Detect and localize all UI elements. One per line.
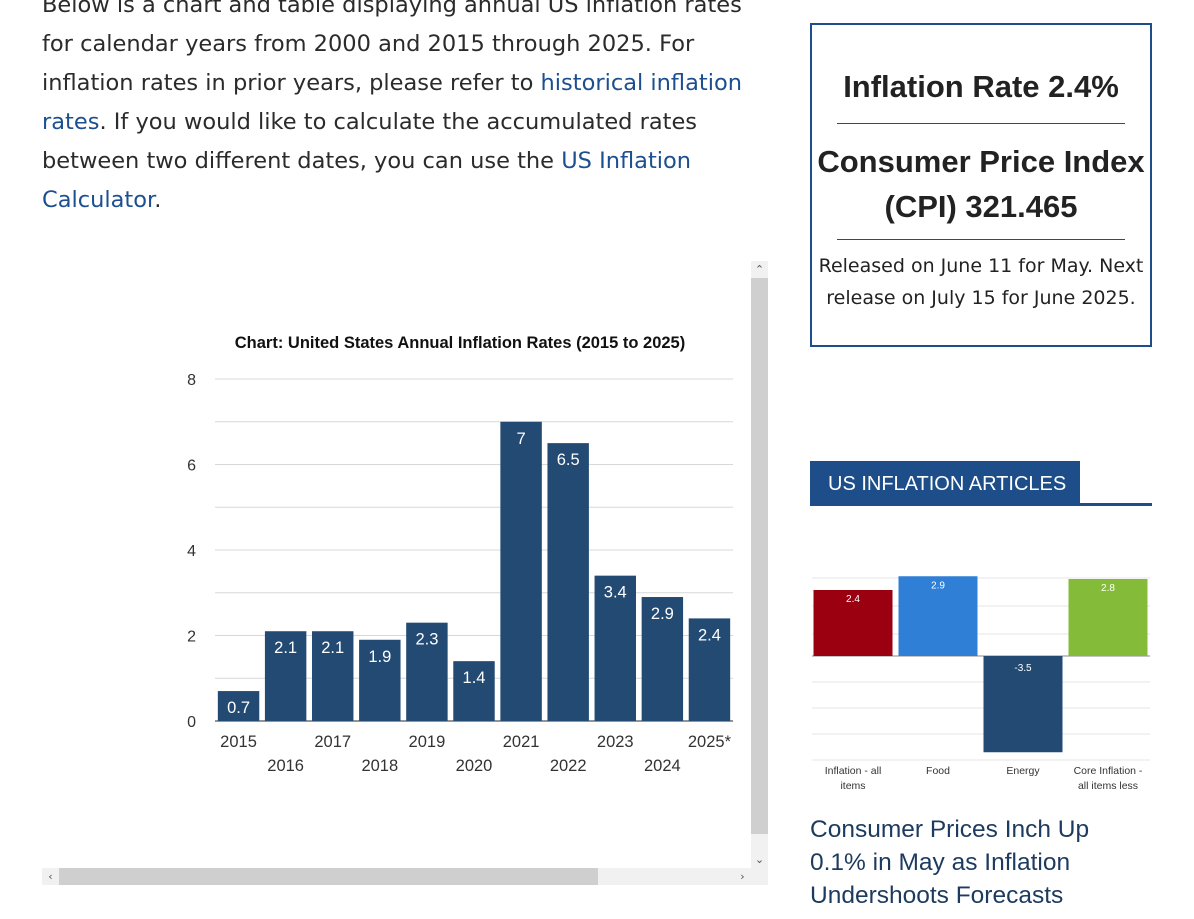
release-line-2: release on July 15 for June 2025. [826,287,1136,309]
article-thumbnail-chart[interactable]: 2.4 2.9 -3.5 2.8 Inflation - all items Food Ene… [810,548,1152,798]
x-tick-label: 2022 [550,757,587,775]
bar-2016 [264,631,307,721]
articles-heading-rule [810,503,1152,506]
thumbnail-bar-value: 2.9 [931,580,945,591]
articles-heading: US INFLATION ARTICLES [810,461,1080,503]
x-tick-label: 2016 [267,757,304,775]
inflation-stats-box: Inflation Rate 2.4% Consumer Price Index… [810,23,1152,347]
bar-value-label: 3.4 [604,584,627,602]
inflation-calculator-link[interactable]: US Inflation Calculator [42,148,692,213]
cpi-line-1: Consumer Price Index [817,144,1145,179]
bar-value-label: 1.9 [368,648,391,666]
thumbnail-bar-value: 2.4 [846,594,860,605]
bar-value-label: 2.9 [651,605,674,623]
x-tick-label: 2021 [503,733,540,751]
x-tick-label: 2015 [220,733,257,751]
stats-divider [837,123,1125,124]
vertical-scrollbar[interactable]: ⌃ ⌄ [751,261,768,868]
cpi-value: Consumer Price Index (CPI) 321.465 [812,139,1150,229]
stats-divider [837,239,1125,240]
bar-value-label: 2.1 [274,639,297,657]
scroll-left-icon[interactable]: ‹ [48,870,53,883]
bar-value-label: 2.3 [415,631,438,649]
intro-text-1: Below is a chart and table displaying an… [42,0,742,96]
bar-2025 [688,618,731,721]
release-note: Released on June 11 for May. Next releas… [812,250,1150,314]
y-tick-label: 2 [187,629,196,646]
bar-2020 [453,661,495,721]
x-tick-label: 2023 [597,733,634,751]
bar-value-label: 1.4 [463,669,486,687]
intro-text-3: . [154,187,162,213]
scroll-down-icon[interactable]: ⌄ [754,853,765,866]
bar-2017 [312,631,354,721]
x-tick-label: 2025* [688,733,732,751]
bar-2021 [500,421,542,721]
bar-value-label: 2.1 [321,639,344,657]
article-title-link[interactable]: Consumer Prices Inch Up 0.1% in May as I… [810,816,1090,909]
y-tick-label: 4 [187,543,196,560]
horizontal-scroll-thumb[interactable] [59,868,598,885]
historical-inflation-link[interactable]: historical inflation rates [42,70,742,135]
thumbnail-bar [1068,579,1148,656]
cpi-line-2: (CPI) 321.465 [884,189,1078,224]
vertical-scroll-thumb[interactable] [751,278,768,834]
horizontal-scrollbar[interactable]: ‹ › [42,868,768,885]
chart-scroll-frame[interactable]: Chart: United States Annual Inflation Ra… [42,261,768,885]
y-tick-label: 6 [187,458,196,475]
thumbnail-bar-value: 2.8 [1101,583,1115,594]
release-line-1: Released on June 11 for May. Next [818,255,1144,277]
thumbnail-category-label: Energy [1006,765,1040,777]
bar-2019 [406,622,448,721]
thumbnail-category-label: Food [926,765,950,777]
intro-paragraph: Below is a chart and table displaying an… [42,0,762,220]
y-tick-label: 8 [187,372,196,389]
annual-inflation-chart: Chart: United States Annual Inflation Ra… [187,334,733,775]
bar-value-label: 0.7 [227,699,250,717]
x-tick-label: 2019 [409,733,446,751]
x-tick-label: 2024 [644,757,681,775]
bar-value-label: 7 [516,430,525,448]
scroll-right-icon[interactable]: › [740,870,745,883]
intro-text-2: . If you would like to calculate the acc… [42,109,698,174]
bar-2024 [641,597,684,721]
scroll-up-icon[interactable]: ⌃ [754,263,765,276]
bar-2015 [217,691,260,721]
bar-value-label: 6.5 [557,451,580,469]
thumbnail-bar-value: -3.5 [1014,663,1032,674]
bar-2023 [594,575,636,721]
thumbnail-bar [813,590,893,656]
thumbnail-category-label: Inflation - all items [825,765,882,792]
x-tick-label: 2020 [456,757,493,775]
thumbnail-category-label: Core Inflation -all items less [1074,765,1143,792]
bar-2018 [359,639,401,721]
bar-2022 [547,443,589,721]
x-tick-label: 2017 [314,733,351,751]
thumbnail-bar [983,656,1063,753]
x-tick-label: 2018 [361,757,398,775]
inflation-rate-value: Inflation Rate 2.4% [843,69,1119,104]
chart-title: Chart: United States Annual Inflation Ra… [235,334,685,352]
bar-value-label: 2.4 [698,626,721,644]
y-tick-label: 0 [187,714,196,731]
thumbnail-bar [898,576,978,656]
